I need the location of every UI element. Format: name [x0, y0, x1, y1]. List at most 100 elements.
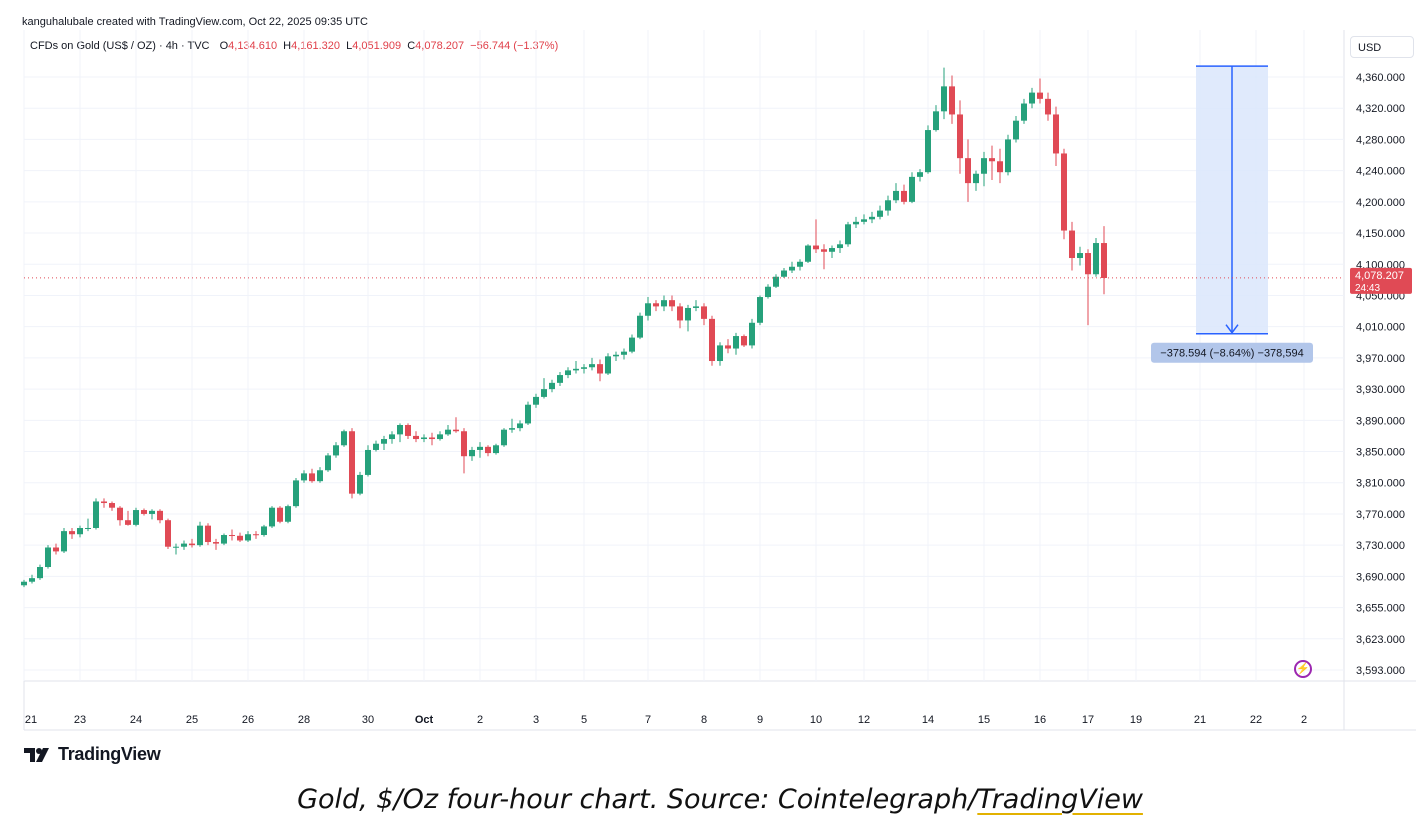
candle-body	[549, 382, 555, 390]
candle	[109, 501, 115, 511]
candle-body	[413, 435, 419, 440]
x-tick-label: 22	[1250, 714, 1262, 726]
candle	[237, 532, 243, 543]
caption-link[interactable]: TradingView	[977, 784, 1143, 815]
x-tick-label: 28	[298, 714, 310, 726]
tradingview-logo: TradingView	[24, 744, 161, 765]
candle	[381, 435, 387, 450]
candle-body	[909, 176, 915, 202]
candle	[213, 538, 219, 550]
candle-body	[773, 276, 779, 287]
y-tick-label: 4,280.000	[1356, 134, 1405, 146]
candle	[293, 478, 299, 508]
candle-body	[653, 303, 659, 307]
candle-body	[61, 531, 67, 552]
y-tick-label: 3,623.000	[1356, 634, 1405, 646]
x-tick-label: 21	[25, 714, 37, 726]
candle-body	[77, 527, 83, 535]
y-tick-label: 3,890.000	[1356, 415, 1405, 427]
candle	[133, 507, 139, 527]
time-axis: 21 23 24 25 26 28 30 Oct 2 3 5 7 8 9 10 12 14 15 16 17 19 21 2…	[25, 714, 1307, 726]
candle-body	[573, 368, 579, 371]
candle-body	[453, 429, 459, 432]
candle-body	[541, 389, 547, 397]
candle	[525, 401, 531, 425]
candle-body	[197, 525, 203, 546]
candle-body	[373, 443, 379, 450]
candle	[925, 125, 931, 174]
candle-body	[765, 286, 771, 298]
candle	[101, 498, 107, 508]
candle	[181, 540, 187, 550]
candle-body	[677, 306, 683, 321]
candle	[373, 440, 379, 452]
candle	[549, 379, 555, 393]
x-tick-label: 2	[1301, 714, 1307, 726]
candle-body	[149, 510, 155, 514]
candle-body	[805, 245, 811, 262]
candle	[1101, 226, 1107, 295]
candle-body	[181, 543, 187, 547]
candle	[117, 506, 123, 526]
candle-body	[1093, 243, 1099, 275]
candle	[349, 428, 355, 499]
candle-body	[877, 210, 883, 217]
candle	[621, 348, 627, 360]
candle-body	[469, 449, 475, 457]
candle-body	[493, 445, 499, 454]
candle-body	[581, 367, 587, 369]
candle-body	[1061, 153, 1067, 231]
price-axis: 4,360.000 4,320.000 4,280.000 4,240.000 4,20…	[1356, 72, 1405, 677]
candle-body	[645, 303, 651, 316]
candle	[165, 518, 171, 550]
candle-body	[365, 449, 371, 475]
candle	[413, 431, 419, 443]
candle	[893, 183, 899, 204]
price-chart[interactable]: 4,360.000 4,320.000 4,280.000 4,240.000 4,20…	[0, 0, 1422, 740]
candle-body	[1101, 243, 1107, 278]
candle	[405, 423, 411, 440]
candle	[869, 211, 875, 224]
currency-selector[interactable]: USD	[1350, 36, 1414, 58]
candles	[21, 67, 1107, 588]
candle-body	[157, 510, 163, 521]
candle-body	[125, 520, 131, 525]
candle	[429, 432, 435, 446]
candle-body	[461, 431, 467, 457]
candle-body	[341, 431, 347, 446]
ohlc-open: O4,134.610	[219, 40, 278, 52]
candle-body	[357, 474, 363, 494]
x-tick-label: 8	[701, 714, 707, 726]
candle	[477, 442, 483, 458]
candle	[365, 445, 371, 477]
candle-body	[421, 437, 427, 440]
candle	[93, 498, 99, 530]
candle	[941, 67, 947, 120]
lightning-icon[interactable]: ⚡	[1294, 660, 1312, 678]
candle	[909, 172, 915, 204]
y-tick-label: 4,010.000	[1356, 322, 1405, 334]
chart-credit: kanguhalubale created with TradingView.c…	[22, 16, 368, 28]
candle-body	[429, 437, 435, 440]
x-tick-label: 23	[74, 714, 86, 726]
tv-logo-icon	[24, 747, 49, 762]
x-tick-label: 9	[757, 714, 763, 726]
candle-body	[565, 370, 571, 376]
candle	[669, 295, 675, 312]
candle-body	[557, 375, 563, 383]
candle	[541, 378, 547, 399]
candle	[661, 295, 667, 312]
candle	[1045, 92, 1051, 121]
y-tick-label: 3,730.000	[1356, 540, 1405, 552]
candle	[29, 574, 35, 584]
candle	[997, 148, 1003, 184]
x-tick-label: 5	[581, 714, 587, 726]
candle-body	[253, 534, 259, 536]
candle	[453, 417, 459, 433]
y-tick-label: 3,850.000	[1356, 447, 1405, 459]
candle-body	[637, 315, 643, 338]
x-tick-label: 21	[1194, 714, 1206, 726]
candle	[221, 533, 227, 546]
candle	[397, 423, 403, 443]
